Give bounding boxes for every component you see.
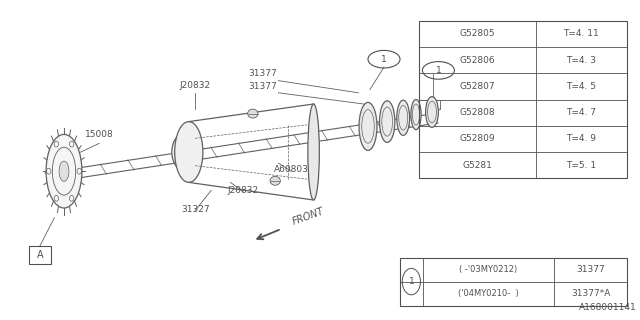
- Text: 1: 1: [381, 55, 387, 64]
- Ellipse shape: [270, 176, 280, 185]
- Text: T=5. 1: T=5. 1: [566, 161, 596, 170]
- Ellipse shape: [426, 97, 438, 127]
- Text: J20832: J20832: [228, 186, 259, 195]
- Text: A60803: A60803: [274, 165, 308, 174]
- Text: 31377: 31377: [577, 265, 605, 274]
- Ellipse shape: [172, 134, 193, 170]
- Text: 31377: 31377: [248, 82, 276, 91]
- Ellipse shape: [248, 109, 258, 118]
- Text: T=4. 5: T=4. 5: [566, 82, 596, 91]
- Ellipse shape: [397, 100, 410, 135]
- Ellipse shape: [411, 100, 421, 130]
- Text: 31327: 31327: [181, 205, 209, 214]
- Text: 15008: 15008: [85, 130, 113, 139]
- Ellipse shape: [380, 101, 395, 142]
- Text: ( -'03MY0212): ( -'03MY0212): [460, 265, 518, 274]
- Text: J20832: J20832: [180, 81, 211, 90]
- Ellipse shape: [175, 122, 203, 182]
- Bar: [29, 246, 51, 264]
- Ellipse shape: [308, 104, 319, 200]
- Text: T=4. 7: T=4. 7: [566, 108, 596, 117]
- Ellipse shape: [46, 134, 82, 208]
- Text: G52808: G52808: [460, 108, 495, 117]
- Text: ('04MY0210-  ): ('04MY0210- ): [458, 289, 519, 298]
- Ellipse shape: [59, 161, 69, 181]
- Text: G5281: G5281: [463, 161, 492, 170]
- Text: 31377*A: 31377*A: [571, 289, 611, 298]
- Text: G52807: G52807: [460, 82, 495, 91]
- Text: T=4. 3: T=4. 3: [566, 56, 596, 65]
- Bar: [419, 21, 627, 178]
- Text: 1: 1: [408, 277, 414, 286]
- Text: 1: 1: [436, 66, 441, 75]
- Text: G52806: G52806: [460, 56, 495, 65]
- Text: FRONT: FRONT: [291, 206, 326, 227]
- Bar: [400, 258, 627, 306]
- Text: G52805: G52805: [460, 29, 495, 38]
- Text: 31377: 31377: [248, 69, 276, 78]
- Ellipse shape: [359, 102, 377, 150]
- Text: T=4. 11: T=4. 11: [564, 29, 599, 38]
- Text: T=4. 9: T=4. 9: [566, 134, 596, 143]
- Text: A168001141: A168001141: [579, 303, 637, 312]
- Text: A: A: [36, 250, 44, 260]
- Text: G52809: G52809: [460, 134, 495, 143]
